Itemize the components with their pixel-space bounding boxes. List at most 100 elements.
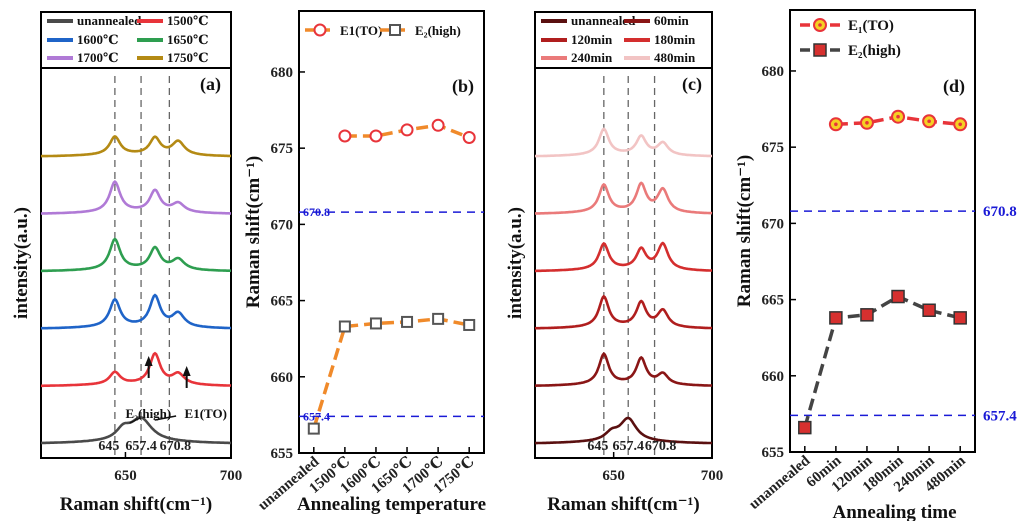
- panel-a: unannealed 1500℃ 1600℃ 1650℃ 1700℃ 1750℃ 650 70…: [11, 11, 243, 515]
- y-tick-label: 655: [271, 446, 294, 462]
- legend-label: 60min: [654, 13, 689, 28]
- data-point-center: [896, 114, 900, 119]
- plot-frame: [298, 10, 485, 454]
- y-tick-label: 655: [762, 445, 785, 461]
- y-axis-label: intensity(a.u.): [505, 207, 526, 319]
- panel-c: unannealed 60min 120min 180min 240min 480min 6…: [505, 11, 724, 515]
- annotation-arrow: [154, 415, 177, 421]
- spectrum-line: [535, 181, 713, 215]
- reference-label: 670.8: [983, 204, 1017, 220]
- data-point: [369, 129, 383, 143]
- y-tick-label: 670: [271, 217, 294, 233]
- x-axis-label: Raman shift(cm⁻¹): [547, 494, 699, 515]
- y-tick-label: 665: [762, 293, 785, 309]
- spectrum-line: [535, 241, 713, 273]
- legend-marker: [389, 24, 401, 36]
- data-point-center: [958, 122, 962, 127]
- spectrum-line: [535, 127, 712, 158]
- plot-frame: [789, 9, 976, 453]
- data-point-center: [834, 122, 838, 127]
- peak-label: 670.8: [645, 439, 677, 454]
- plot-frame: [534, 67, 713, 459]
- x-axis-label: Raman shift(cm⁻¹): [60, 494, 212, 515]
- y-axis-label: intensity(a.u.): [11, 207, 32, 319]
- legend-marker: [313, 23, 327, 37]
- legend-label: 1700℃: [77, 50, 119, 65]
- data-point: [401, 315, 414, 328]
- x-axis-label: Annealing time: [832, 502, 956, 521]
- legend-label: 180min: [654, 32, 696, 47]
- x-tick-label: 650: [602, 468, 625, 484]
- peak-label: 657.4: [612, 439, 644, 454]
- spectrum-line: [41, 237, 232, 273]
- legend-label: 1650℃: [167, 32, 209, 47]
- y-tick-label: 680: [271, 65, 294, 81]
- x-tick-label: 700: [220, 468, 243, 484]
- spectrum-line: [41, 180, 231, 215]
- y-tick-label: 680: [762, 64, 785, 80]
- spectrum-line: [41, 351, 232, 388]
- legend-label: unannealed: [571, 13, 636, 28]
- x-tick-label: 700: [701, 468, 724, 484]
- y-tick-label: 670: [762, 216, 785, 232]
- panel-d: 670.8657.4655660665670675680unannealed60…: [734, 9, 1017, 521]
- y-tick-label: 665: [271, 294, 294, 310]
- panel-label: (c): [682, 74, 702, 95]
- peak-label: 657.4: [125, 439, 157, 454]
- y-axis-label: Raman shift(cm⁻¹): [243, 156, 264, 308]
- spectrum-line: [40, 134, 231, 158]
- data-point: [432, 312, 445, 325]
- data-point: [431, 118, 445, 132]
- spectrum-line: [534, 294, 713, 330]
- annotation-arrowhead: [144, 356, 153, 366]
- x-tick-label: unannealed: [746, 452, 814, 512]
- data-point: [463, 318, 476, 331]
- data-point: [369, 317, 382, 330]
- legend-label: unannealed: [77, 13, 142, 28]
- panel-b: 670.8657.4655660665670675680unannealed15…: [243, 10, 486, 515]
- legend-label: E₂(high): [848, 43, 901, 59]
- y-tick-label: 675: [762, 140, 785, 156]
- annotation-e2-high: E₂(high): [125, 406, 171, 421]
- x-axis-label: Annealing temperature: [297, 494, 486, 515]
- annotation-arrow: [129, 417, 141, 424]
- panel-label: (d): [943, 76, 965, 97]
- legend-label: E₁(TO): [848, 18, 894, 34]
- legend-marker-center: [818, 23, 822, 27]
- plot-frame: [40, 67, 232, 459]
- annotation-e1-to: E1(TO): [185, 406, 227, 421]
- legend-label: E1(TO): [340, 23, 382, 38]
- data-point: [338, 320, 351, 333]
- y-axis-label: Raman shift(cm⁻¹): [734, 155, 755, 307]
- data-point: [462, 131, 476, 145]
- data-point: [922, 303, 936, 318]
- y-tick-label: 660: [271, 370, 294, 386]
- y-tick-label: 675: [271, 141, 294, 157]
- y-tick-label: 660: [762, 369, 785, 385]
- data-point: [953, 311, 967, 325]
- data-point: [798, 420, 812, 435]
- reference-label: 657.4: [983, 408, 1017, 424]
- peak-label: 645: [587, 439, 608, 454]
- spectrum-line: [535, 416, 713, 445]
- legend-label: 1750℃: [167, 50, 209, 65]
- reference-label: 670.8: [303, 205, 330, 219]
- legend-label: E₂(high): [415, 23, 461, 38]
- data-point-center: [865, 120, 869, 125]
- annotation-arrowhead: [182, 366, 191, 376]
- legend-label: 1500℃: [167, 13, 209, 28]
- peak-label: 645: [98, 439, 119, 454]
- reference-label: 657.4: [303, 409, 330, 423]
- legend-marker: [813, 43, 827, 57]
- panel-label: (b): [452, 76, 474, 97]
- data-point: [829, 311, 843, 325]
- data-point: [860, 308, 874, 322]
- legend-label: 1600℃: [77, 32, 119, 47]
- spectrum-line: [40, 293, 231, 330]
- x-tick-label: 650: [114, 468, 137, 484]
- data-point: [338, 129, 352, 143]
- data-point: [307, 422, 320, 435]
- legend-label: 240min: [571, 50, 613, 65]
- legend-label: 120min: [571, 32, 613, 47]
